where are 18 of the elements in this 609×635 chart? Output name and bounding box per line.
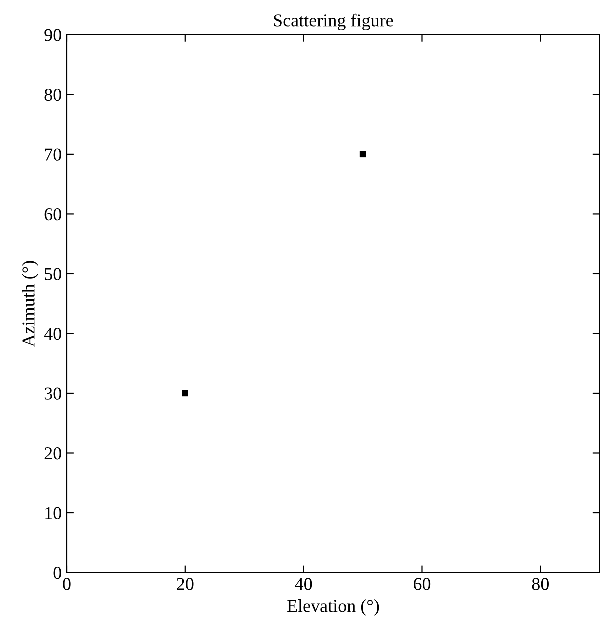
x-tick-label: 80 [532,578,549,590]
x-tick-label: 0 [63,578,71,590]
y-tick-label: 60 [44,208,62,221]
y-tick-label: 90 [44,29,62,42]
chart-title: Scattering figure [274,14,394,30]
x-tick-label: 40 [295,578,312,590]
y-tick-label: 20 [44,448,62,460]
y-tick-label: 0 [54,567,62,580]
y-tick-label: 10 [46,507,62,520]
x-tick-label: 60 [414,578,431,590]
y-tick-label: 70 [45,148,62,161]
x-tick-label: 20 [177,578,194,590]
y-axis-title: Azimuth (°) [22,261,39,348]
y-tick-label: 30 [44,388,62,400]
x-axis-title: Elevation (°) [287,600,380,616]
y-tick-label: 50 [45,268,62,280]
y-tick-label: 80 [44,88,62,102]
y-tick-label: 40 [44,328,62,340]
